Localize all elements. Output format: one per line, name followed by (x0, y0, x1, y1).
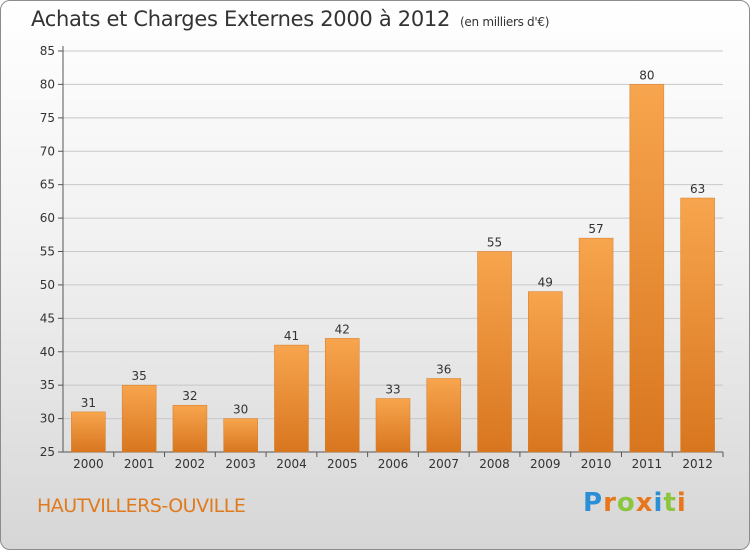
bars (71, 84, 715, 453)
bar (528, 291, 563, 453)
bar (578, 237, 614, 453)
data-label: 41 (284, 329, 299, 343)
x-tick-label: 2002 (175, 457, 206, 471)
bar (375, 398, 411, 453)
x-tick-label: 2008 (479, 457, 510, 471)
data-label: 35 (132, 369, 147, 383)
x-tick-label: 2001 (124, 457, 155, 471)
data-label: 80 (639, 68, 654, 82)
x-tick-label: 2004 (276, 457, 307, 471)
y-tick-label: 70 (40, 144, 55, 158)
data-label: 33 (385, 383, 400, 397)
logo-letter: P (583, 488, 604, 518)
grid-lines (63, 50, 723, 420)
y-tick-label: 65 (40, 178, 55, 192)
data-label: 31 (81, 396, 96, 410)
bar (71, 411, 106, 453)
x-tick-label: 2000 (73, 457, 104, 471)
data-label: 32 (182, 389, 197, 403)
bar (477, 251, 512, 453)
logo-letter: t (663, 488, 677, 518)
y-tick-label: 40 (40, 345, 55, 359)
x-tick-label: 2005 (327, 457, 358, 471)
logo-letter: r (603, 488, 617, 518)
x-tick-label: 2003 (225, 457, 256, 471)
y-tick-label: 50 (40, 278, 55, 292)
y-tick-label: 60 (40, 211, 55, 225)
y-tick-label: 25 (40, 445, 55, 459)
bar (172, 404, 208, 453)
x-tick-label: 2012 (682, 457, 713, 471)
y-tick-label: 85 (40, 44, 55, 58)
logo-letter: o (616, 488, 636, 518)
bar (680, 197, 715, 453)
y-tick-label: 80 (40, 77, 55, 91)
labels: 25 30 35 40 45 50 55 60 65 70 75 80 85 31 2000 35 2001 32… (40, 44, 713, 471)
data-label: 49 (538, 276, 553, 290)
bar (121, 384, 157, 453)
chart-title-text: Achats et Charges Externes 2000 à 2012 (31, 7, 451, 31)
bar (426, 378, 462, 453)
bar (324, 338, 360, 453)
data-label: 63 (690, 182, 705, 196)
chart-title: Achats et Charges Externes 2000 à 2012 (e… (31, 7, 549, 31)
logo-letter: x (635, 488, 654, 518)
data-label: 36 (436, 362, 451, 376)
y-tick-label: 45 (40, 311, 55, 325)
data-label: 57 (588, 222, 603, 236)
logo-letter: i (676, 488, 687, 518)
data-label: 42 (335, 322, 350, 336)
data-label: 55 (487, 236, 502, 250)
y-tick-label: 35 (40, 378, 55, 392)
bar (274, 344, 309, 453)
data-label: 30 (233, 403, 248, 417)
proxiti-logo[interactable]: Proxiti (583, 488, 687, 518)
commune-name: HAUTVILLERS-OUVILLE (37, 495, 246, 517)
x-tick-label: 2011 (632, 457, 663, 471)
chart-unit: (en milliers d'€) (460, 15, 550, 29)
logo-letter: i (653, 488, 664, 518)
x-tick-label: 2006 (378, 457, 409, 471)
x-tick-label: 2009 (530, 457, 561, 471)
y-tick-label: 30 (40, 412, 55, 426)
y-tick-label: 55 (40, 245, 55, 259)
x-tick-label: 2010 (581, 457, 612, 471)
x-tick-label: 2007 (428, 457, 459, 471)
y-tick-label: 75 (40, 111, 55, 125)
bar (223, 418, 258, 453)
bar (629, 84, 665, 453)
